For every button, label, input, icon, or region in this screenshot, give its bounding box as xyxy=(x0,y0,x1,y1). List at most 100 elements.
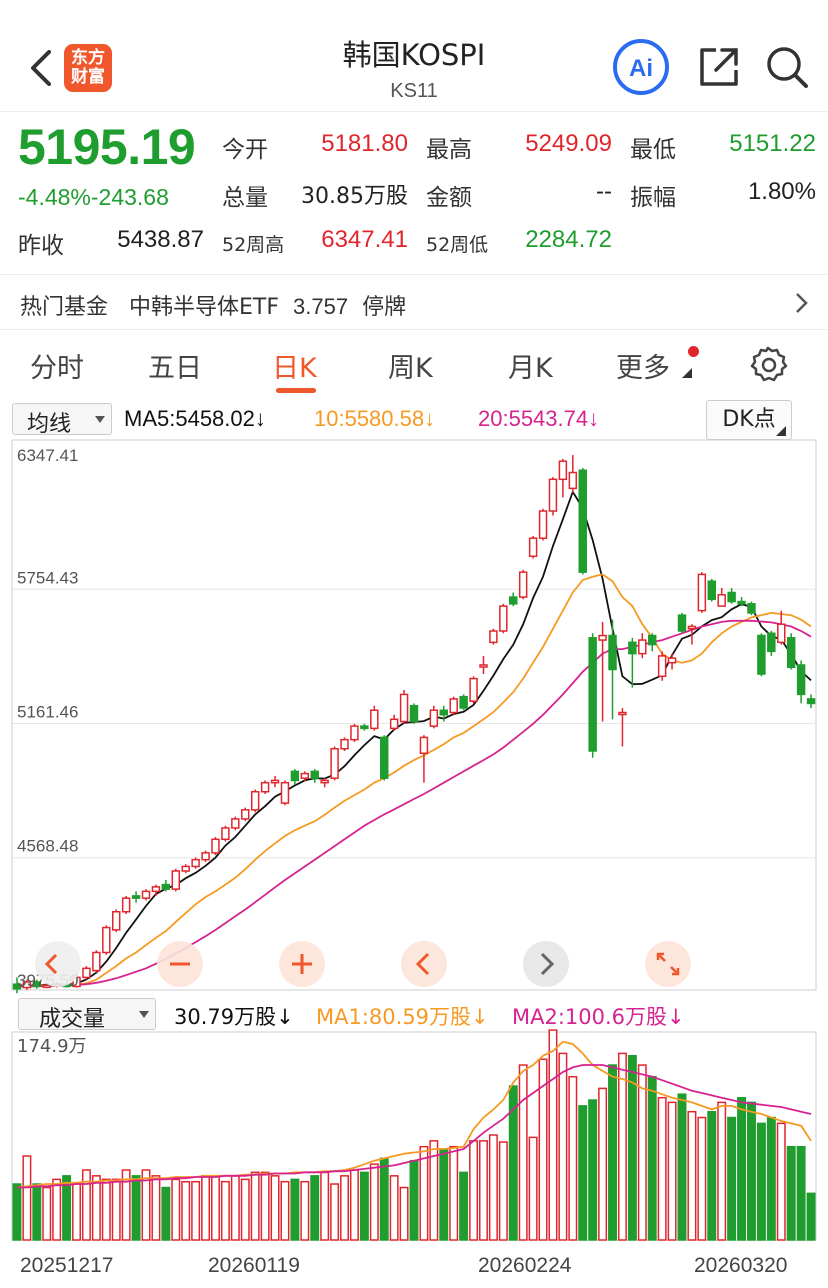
candle-body xyxy=(191,858,200,868)
search-icon[interactable] xyxy=(762,42,812,92)
dk-point-button[interactable]: DK点 xyxy=(706,400,792,440)
tab-intraday[interactable]: 分时 xyxy=(30,353,84,384)
candle-body xyxy=(141,890,151,899)
move-left-button[interactable] xyxy=(400,940,448,988)
back-icon[interactable] xyxy=(22,44,62,92)
candle-body xyxy=(717,594,726,607)
candle-body xyxy=(777,623,786,644)
candle-body xyxy=(12,983,22,990)
volume-indicator-selector[interactable]: 成交量 xyxy=(18,998,156,1032)
volume-bar xyxy=(91,1175,101,1241)
candle-body xyxy=(320,779,329,784)
candle-body xyxy=(111,910,121,931)
volume-bar xyxy=(300,1180,310,1241)
ma10-value: 10:5580.58↓ xyxy=(314,406,436,431)
candle-body xyxy=(687,625,697,630)
amount-value: -- xyxy=(596,178,612,205)
candle-body xyxy=(598,634,607,641)
move-right-button[interactable] xyxy=(522,940,570,988)
candle-body xyxy=(518,571,528,598)
candle-body xyxy=(479,664,488,668)
kline-frame xyxy=(11,439,817,991)
volume-ma1-line xyxy=(16,1040,812,1189)
volume-bar xyxy=(548,1029,558,1241)
candle-body xyxy=(657,655,667,678)
candle-body xyxy=(528,537,538,558)
volume-bar xyxy=(409,1159,419,1241)
volume-bar xyxy=(528,1136,538,1241)
volume-bar xyxy=(697,1116,707,1241)
tab-daily-k[interactable]: 日K xyxy=(272,353,317,384)
volume-bar xyxy=(667,1101,677,1241)
candle-body xyxy=(181,865,190,872)
candle-body xyxy=(727,591,736,603)
volume-bar xyxy=(608,1064,617,1241)
volume-bar xyxy=(230,1175,240,1241)
volume-bar xyxy=(677,1093,687,1241)
candle-body xyxy=(399,693,409,723)
tab-more[interactable]: 更多 xyxy=(616,353,670,384)
x-axis-date-label: 20260224 xyxy=(478,1254,572,1277)
hot-fund-row[interactable]: 热门基金 中韩半导体ETF 3.757 停牌 xyxy=(0,274,828,330)
zoom-in-button[interactable] xyxy=(278,940,326,988)
volume-max-label: 174.9万 xyxy=(17,1036,87,1057)
volume-bar xyxy=(687,1110,697,1241)
ma5-value: MA5:5458.02↓ xyxy=(124,406,266,431)
volume-bar xyxy=(508,1085,518,1241)
volume-bar xyxy=(598,1087,608,1241)
zoom-out-button[interactable] xyxy=(156,940,204,988)
high-label: 最高 xyxy=(426,137,472,163)
price-change: -4.48%-243.68 xyxy=(18,184,169,210)
volume-bar xyxy=(429,1140,439,1241)
volume-ma1: MA1:80.59万股↓ xyxy=(316,1005,489,1029)
volume-bar xyxy=(320,1171,330,1241)
volume-bar xyxy=(538,1058,548,1241)
volume-bar xyxy=(270,1175,280,1241)
volume-bar xyxy=(52,1178,62,1241)
volume-bar xyxy=(290,1178,300,1241)
candle-body xyxy=(449,698,458,714)
tab-weekly-k[interactable]: 周K xyxy=(388,353,433,384)
candle-body xyxy=(290,770,300,782)
candle-body xyxy=(370,709,379,730)
volume-bar xyxy=(419,1145,429,1241)
indicator-selector[interactable]: 均线 xyxy=(12,403,112,437)
tab-five-day[interactable]: 五日 xyxy=(148,353,202,384)
volume-bar xyxy=(201,1175,211,1241)
scroll-left-fast-button[interactable] xyxy=(34,940,82,988)
candle-body xyxy=(647,634,657,646)
volume-bar xyxy=(151,1175,161,1241)
candle-body xyxy=(260,781,270,793)
candle-body xyxy=(608,634,617,671)
candle-body xyxy=(151,886,161,893)
volume-label: 总量 xyxy=(222,185,268,211)
candle-body xyxy=(340,738,349,750)
y-tick-label: 5754.43 xyxy=(17,568,78,587)
last-price: 5195.19 xyxy=(18,119,196,175)
volume-bar xyxy=(72,1183,81,1241)
candle-body xyxy=(241,809,250,820)
volume-bar xyxy=(796,1145,806,1241)
volume-bar xyxy=(459,1171,469,1241)
top-bar: 东方 财富 韩国KOSPI KS11 Ai xyxy=(0,0,828,112)
volume-bar xyxy=(280,1180,290,1241)
volume-bar xyxy=(131,1175,141,1241)
volume-current: 30.79万股↓ xyxy=(174,1005,294,1029)
volume-bar xyxy=(568,1075,578,1241)
candle-body xyxy=(767,632,776,653)
share-icon[interactable] xyxy=(694,42,744,92)
gear-icon[interactable] xyxy=(748,344,788,384)
volume-bar xyxy=(141,1169,151,1241)
ai-assistant-button[interactable]: Ai xyxy=(612,38,670,96)
candle-body xyxy=(806,698,816,705)
volume-bar xyxy=(627,1054,637,1241)
volume-bar xyxy=(637,1064,647,1241)
y-tick-label: 4568.48 xyxy=(17,837,78,856)
candle-body xyxy=(667,657,677,664)
fullscreen-button[interactable] xyxy=(644,940,692,988)
tab-monthly-k[interactable]: 月K xyxy=(508,353,553,384)
prev-close-label: 昨收 xyxy=(18,233,64,259)
candle-body xyxy=(201,852,210,861)
dk-label: DK点 xyxy=(722,407,776,432)
